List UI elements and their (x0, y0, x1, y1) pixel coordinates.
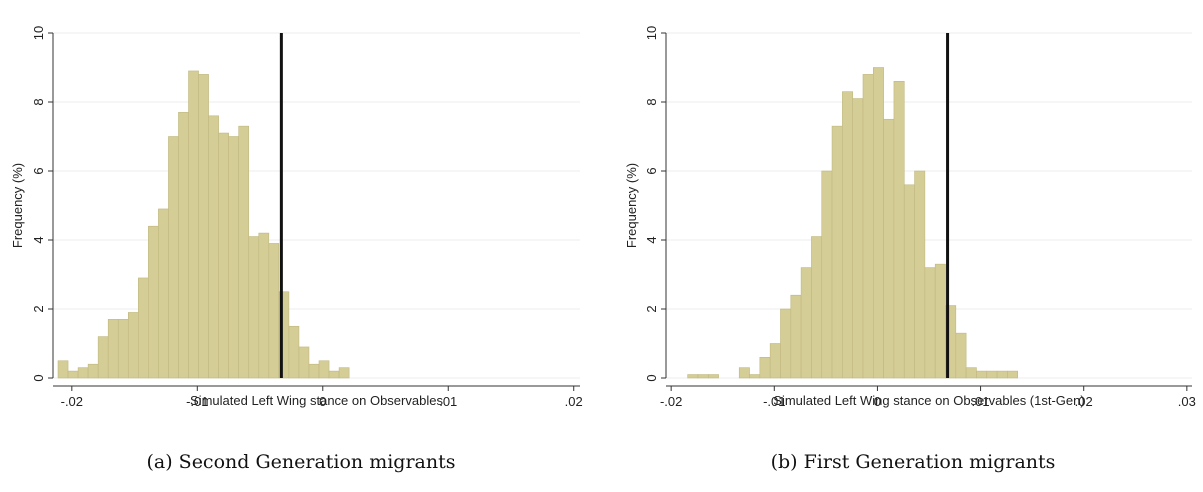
histogram-bar (934, 263, 946, 379)
histogram-bar (87, 363, 99, 379)
histogram-bar (893, 81, 905, 379)
histogram-bar (268, 243, 280, 379)
histogram-bar (811, 236, 823, 379)
y-axis-label: Frequency (%) (10, 163, 25, 248)
y-axis-label: Frequency (%) (624, 163, 639, 248)
histogram-bar (127, 312, 139, 379)
y-tick-labels: 0 2 4 6 8 10 (644, 26, 659, 382)
histogram-bar (883, 118, 895, 379)
histogram-bar (107, 319, 119, 379)
histogram-bar (800, 267, 812, 379)
x-tick-labels: -.02 -.01 0 .01 .02 .03 (660, 394, 1196, 409)
histogram-bar (986, 370, 998, 379)
y-tick-label: 2 (31, 305, 46, 312)
histogram-bars (57, 70, 350, 379)
axes (661, 32, 1192, 391)
x-tick-label: -.01 (186, 394, 208, 409)
y-tick-label: 8 (644, 98, 659, 105)
panel-a: -.02 -.01 0 .01 .02 0 2 4 6 8 10 Simulated Left W… (10, 26, 583, 473)
x-tick-label: .02 (565, 394, 583, 409)
y-tick-label: 6 (31, 167, 46, 174)
histogram-bar (117, 319, 129, 379)
y-tick-label: 8 (31, 98, 46, 105)
histogram-bar (318, 360, 330, 379)
histogram-bar (228, 136, 240, 379)
histogram-bar (97, 336, 109, 379)
y-tick-labels: 0 2 4 6 8 10 (31, 26, 46, 382)
histogram-bar (208, 115, 219, 379)
x-tick-label: -.02 (660, 394, 682, 409)
histogram-bar (790, 294, 802, 379)
x-tick-label: .03 (1178, 394, 1196, 409)
y-tick-label: 10 (644, 26, 659, 40)
histogram-bar (842, 91, 853, 379)
x-axis-label: Simulated Left Wing stance on Observable… (190, 393, 443, 408)
histogram-bar (288, 325, 300, 379)
histogram-bar (328, 370, 340, 379)
histogram-bar (821, 170, 833, 379)
histogram-bar (780, 308, 792, 379)
histogram-bar (759, 356, 771, 379)
histogram-bar (749, 374, 761, 379)
histogram-bar (687, 374, 699, 379)
y-tick-label: 0 (644, 374, 659, 381)
histogram-bar (188, 70, 199, 379)
x-axis-label: Simulated Left Wing stance on Observable… (773, 393, 1084, 408)
histogram-bar (697, 374, 709, 379)
y-tick-label: 2 (644, 305, 659, 312)
figure-caption: (a) Second Generation migrants (146, 451, 455, 473)
y-tick-label: 10 (31, 26, 46, 40)
x-tick-labels: -.02 -.01 0 .01 .02 (61, 394, 583, 409)
histogram-bar (138, 277, 149, 379)
histogram-bar (308, 363, 320, 379)
histogram-bars (687, 67, 1018, 379)
histogram-bar (298, 346, 310, 379)
x-tick-label: .01 (972, 394, 990, 409)
histogram-bar (769, 343, 781, 379)
histogram-bar (338, 367, 350, 379)
figure-caption: (b) First Generation migrants (771, 451, 1056, 473)
x-tick-label: .01 (439, 394, 457, 409)
x-tick-label: -.01 (763, 394, 785, 409)
histogram-bar (178, 112, 189, 379)
histogram-bar (1007, 370, 1018, 379)
histogram-bar (158, 208, 169, 379)
y-tick-label: 4 (31, 236, 46, 243)
histogram-bar (738, 367, 750, 379)
histogram-bar (258, 232, 270, 379)
panel-b: -.02 -.01 0 .01 .02 .03 0 2 4 6 8 10 Simulated Lef… (624, 26, 1196, 473)
histogram-bar (238, 125, 250, 379)
histogram-bar (873, 67, 884, 379)
histogram-bar (67, 370, 79, 379)
histogram-bar (903, 184, 915, 379)
histogram-bar (924, 267, 936, 379)
axes (48, 32, 580, 391)
histogram-bar (148, 225, 159, 379)
histogram-bar (707, 374, 719, 379)
x-tick-label: .02 (1075, 394, 1093, 409)
x-tick-label: -.02 (61, 394, 83, 409)
histogram-bar (168, 136, 179, 379)
histogram-bar (218, 132, 229, 379)
x-tick-label: 0 (874, 394, 881, 409)
histogram-bar (996, 370, 1008, 379)
x-tick-label: 0 (319, 394, 326, 409)
y-tick-label: 0 (31, 374, 46, 381)
y-tick-label: 6 (644, 167, 659, 174)
histogram-bar (955, 332, 967, 379)
histogram-bar (862, 74, 874, 379)
histogram-bar (198, 74, 209, 379)
histogram-bar (57, 360, 69, 379)
histogram-bar (852, 98, 864, 379)
histogram-bar (976, 370, 988, 379)
histogram-bar (77, 367, 89, 379)
histogram-bar (965, 367, 977, 379)
histogram-bar (831, 125, 843, 379)
histogram-bar (914, 170, 926, 379)
histogram-bar (248, 236, 260, 379)
y-tick-label: 4 (644, 236, 659, 243)
